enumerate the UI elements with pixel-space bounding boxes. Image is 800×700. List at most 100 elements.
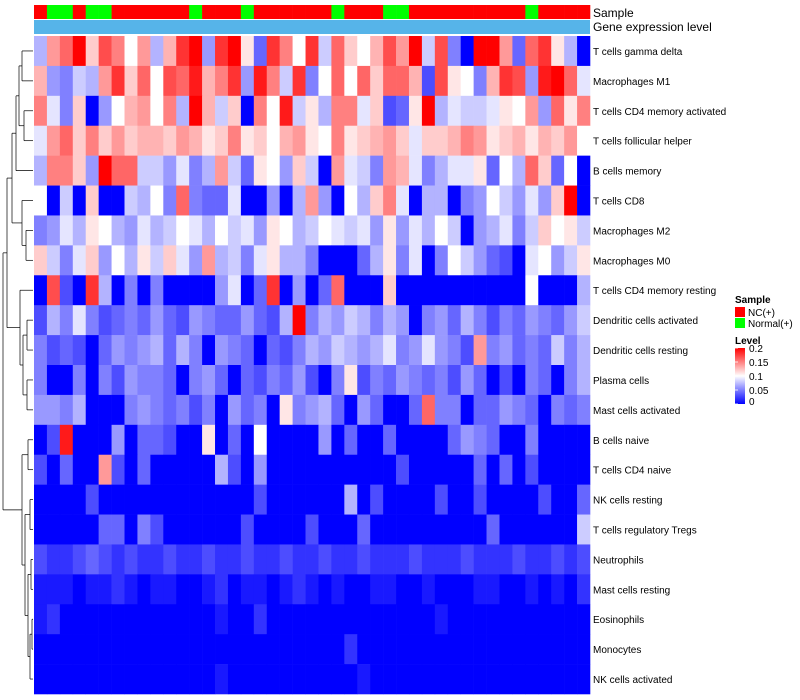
heatmap-cell <box>163 394 177 426</box>
heatmap-cell <box>408 305 423 336</box>
heatmap-cell <box>408 125 423 156</box>
heatmap-cell <box>98 245 112 276</box>
row-label: T cells CD8 <box>593 197 645 208</box>
heatmap-cell <box>447 484 461 515</box>
heatmap-cell <box>305 245 319 276</box>
sample-annotation-cell <box>525 5 539 19</box>
heatmap-cell <box>215 245 229 276</box>
heatmap-cell <box>189 185 203 216</box>
heatmap-cell <box>46 664 61 695</box>
heatmap-cell <box>577 305 591 336</box>
row-label: T cells CD4 memory activated <box>593 107 726 118</box>
heatmap-cell <box>499 125 513 156</box>
heatmap-cell <box>227 305 242 336</box>
level-legend-tick-label: 0.2 <box>749 344 763 355</box>
heatmap-cell <box>551 215 565 246</box>
heatmap-cell <box>370 95 384 127</box>
heatmap-cell <box>499 484 513 515</box>
heatmap-cell <box>473 634 487 665</box>
heatmap-cell <box>383 335 397 366</box>
heatmap-cell <box>344 574 358 605</box>
heatmap-cell <box>111 365 125 396</box>
heatmap-cell <box>163 95 177 127</box>
heatmap-cell <box>357 544 371 575</box>
heatmap-cell <box>202 365 216 396</box>
heatmap-cell <box>215 275 229 306</box>
heatmap-cell <box>434 95 449 127</box>
heatmap-cell <box>85 305 99 336</box>
heatmap-cell <box>577 95 591 127</box>
heatmap-cells <box>34 36 591 695</box>
heatmap-cell <box>512 574 526 605</box>
heatmap-cell <box>240 125 255 156</box>
heatmap-cell <box>525 664 539 695</box>
sample-annotation-cell <box>266 5 280 19</box>
heatmap-cell <box>227 36 242 67</box>
heatmap-cell <box>111 424 125 456</box>
heatmap-cell <box>227 125 242 156</box>
heatmap-cell <box>486 365 500 396</box>
heatmap-cell <box>331 604 345 635</box>
level-legend-tick-label: 0.15 <box>749 358 769 369</box>
sample-annotation-cell <box>202 5 216 19</box>
heatmap-cell <box>318 574 332 605</box>
heatmap-cell <box>189 544 203 575</box>
heatmap-cell <box>473 245 487 276</box>
heatmap-cell <box>538 65 552 97</box>
heatmap-cell <box>499 95 513 127</box>
heatmap-cell <box>34 335 48 366</box>
heatmap-cell <box>111 36 125 67</box>
heatmap-cell <box>34 484 48 515</box>
heatmap-cell <box>331 65 345 97</box>
heatmap-cell <box>227 424 242 456</box>
heatmap-cell <box>564 634 578 665</box>
heatmap-cell <box>331 275 345 306</box>
heatmap-cell <box>215 215 229 246</box>
heatmap-cell <box>564 454 578 485</box>
heatmap-cell <box>253 514 268 545</box>
heatmap-cell <box>473 604 487 635</box>
heatmap-cell <box>150 95 164 127</box>
heatmap-cell <box>253 275 268 306</box>
heatmap-cell <box>215 484 229 515</box>
heatmap-cell <box>525 574 539 605</box>
heatmap-cell <box>215 155 229 186</box>
heatmap-cell <box>137 275 151 306</box>
sample-annotation-cell <box>124 5 138 19</box>
heatmap-cell <box>564 125 578 156</box>
heatmap-cell <box>279 454 293 485</box>
heatmap-cell <box>163 424 177 456</box>
heatmap-cell <box>460 484 474 515</box>
heatmap-cell <box>176 305 190 336</box>
heatmap-cell <box>227 335 242 366</box>
heatmap-cell <box>551 65 565 97</box>
heatmap-cell <box>421 65 436 97</box>
heatmap-cell <box>344 394 358 426</box>
heatmap-cell <box>150 664 164 695</box>
row-label: Eosinophils <box>593 615 644 626</box>
heatmap-cell <box>292 544 306 575</box>
heatmap-cell <box>46 36 61 67</box>
heatmap-cell <box>72 634 87 665</box>
heatmap-cell <box>189 275 203 306</box>
heatmap-cell <box>538 365 552 396</box>
heatmap-cell <box>279 484 293 515</box>
heatmap-cell <box>383 245 397 276</box>
heatmap-cell <box>538 634 552 665</box>
row-label: Plasma cells <box>593 376 649 387</box>
heatmap-cell <box>46 95 61 127</box>
heatmap-cell <box>577 155 591 186</box>
heatmap-cell <box>564 155 578 186</box>
heatmap-cell <box>240 185 255 216</box>
heatmap-cell <box>525 215 539 246</box>
heatmap-cell <box>124 484 138 515</box>
heatmap-cell <box>240 454 255 485</box>
heatmap-cell <box>279 664 293 695</box>
heatmap-cell <box>215 514 229 545</box>
level-legend-colorbar <box>735 348 745 404</box>
heatmap-cell <box>253 394 268 426</box>
heatmap-cell <box>577 604 591 635</box>
sample-legend-label: Normal(+) <box>748 319 793 330</box>
heatmap-cell <box>460 365 474 396</box>
heatmap-cell <box>551 424 565 456</box>
